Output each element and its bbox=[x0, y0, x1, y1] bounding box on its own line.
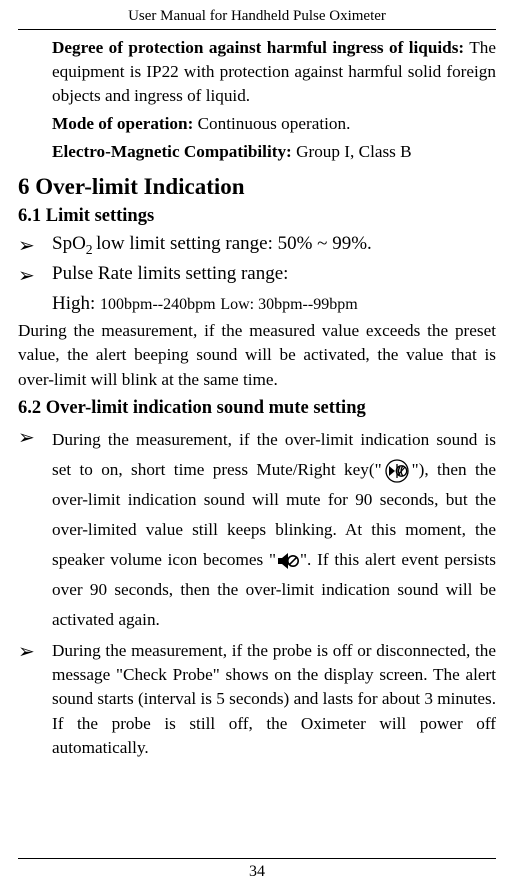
spo2-rest: low limit setting range: 50% ~ 99%. bbox=[96, 233, 372, 254]
mute-right-key-icon bbox=[382, 459, 412, 483]
mode-text: Continuous operation. bbox=[193, 114, 350, 133]
emc-label: Electro-Magnetic Compatibility: bbox=[52, 142, 292, 161]
page-header: User Manual for Handheld Pulse Oximeter bbox=[18, 8, 496, 30]
chevron-right-icon: ➢ bbox=[18, 639, 52, 759]
probe-off-text: During the measurement, if the probe is … bbox=[52, 639, 496, 759]
bullet-mute-behavior: ➢ During the measurement, if the over-li… bbox=[18, 425, 496, 636]
spo2-subscript: 2 bbox=[86, 242, 96, 257]
chevron-right-icon: ➢ bbox=[18, 425, 52, 636]
high-low-line: High: 100bpm--240bpm Low: 30bpm--99bpm bbox=[18, 293, 496, 315]
pulse-rate-label: Pulse Rate limits setting range: bbox=[52, 263, 496, 289]
bullet-spo2: ➢ SpO2 low limit setting range: 50% ~ 99… bbox=[18, 233, 496, 259]
protection-label: Degree of protection against harmful ing… bbox=[52, 38, 464, 57]
chevron-right-icon: ➢ bbox=[18, 233, 52, 259]
speaker-muted-icon bbox=[276, 552, 300, 570]
bullet-pulse-rate: ➢ Pulse Rate limits setting range: bbox=[18, 263, 496, 289]
section-6-2-title: 6.2 Over-limit indication sound mute set… bbox=[18, 398, 496, 419]
mode-label: Mode of operation: bbox=[52, 114, 193, 133]
high-value: 100bpm--240bpm bbox=[100, 296, 216, 313]
footer-rule bbox=[18, 858, 496, 859]
high-label: High: bbox=[52, 293, 100, 314]
low-value: Low: 30bpm--99bpm bbox=[220, 296, 357, 313]
chevron-right-icon: ➢ bbox=[18, 263, 52, 289]
page-number: 34 bbox=[0, 863, 514, 881]
section-6-title: 6 Over-limit Indication bbox=[18, 174, 496, 200]
s61-paragraph: During the measurement, if the measured … bbox=[18, 319, 496, 391]
spo2-prefix: SpO bbox=[52, 233, 86, 254]
intro-block: Degree of protection against harmful ing… bbox=[18, 36, 496, 164]
section-6-1-title: 6.1 Limit settings bbox=[18, 206, 496, 227]
emc-text: Group I, Class B bbox=[292, 142, 412, 161]
bullet-probe-off: ➢ During the measurement, if the probe i… bbox=[18, 639, 496, 759]
